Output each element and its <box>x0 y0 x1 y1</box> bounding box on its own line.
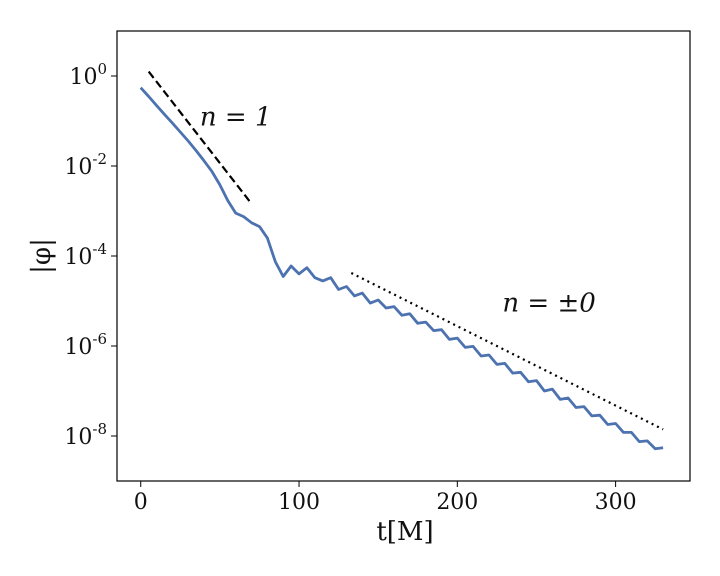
x-tick-label: 200 <box>436 490 478 515</box>
plot-frame <box>116 30 691 482</box>
annotation-label: n = 1 <box>200 102 272 132</box>
annotations-layer: n = 1 n = ±0 <box>200 102 596 318</box>
y-tick-label: 10-6 <box>64 330 107 360</box>
ticks-layer: 0 100 200 300 100 10-2 10-4 10-6 10-8 <box>64 60 636 515</box>
series-layer <box>139 70 664 451</box>
annotation-label: n = ±0 <box>502 289 595 319</box>
y-axis-label: |φ| <box>27 238 57 274</box>
y-tick-label: 10-8 <box>64 420 107 450</box>
series-dotted-line <box>350 272 664 431</box>
series-solid-line <box>139 86 664 451</box>
x-tick-label: 300 <box>595 490 637 515</box>
x-axis-label: t[M] <box>376 517 433 547</box>
y-tick-label: 100 <box>69 60 107 90</box>
x-tick-label: 100 <box>278 490 320 515</box>
y-tick-label: 10-2 <box>64 150 107 180</box>
y-tick-label: 10-4 <box>64 240 107 270</box>
x-tick-label: 0 <box>134 490 148 515</box>
series-dashed-line <box>147 70 253 205</box>
